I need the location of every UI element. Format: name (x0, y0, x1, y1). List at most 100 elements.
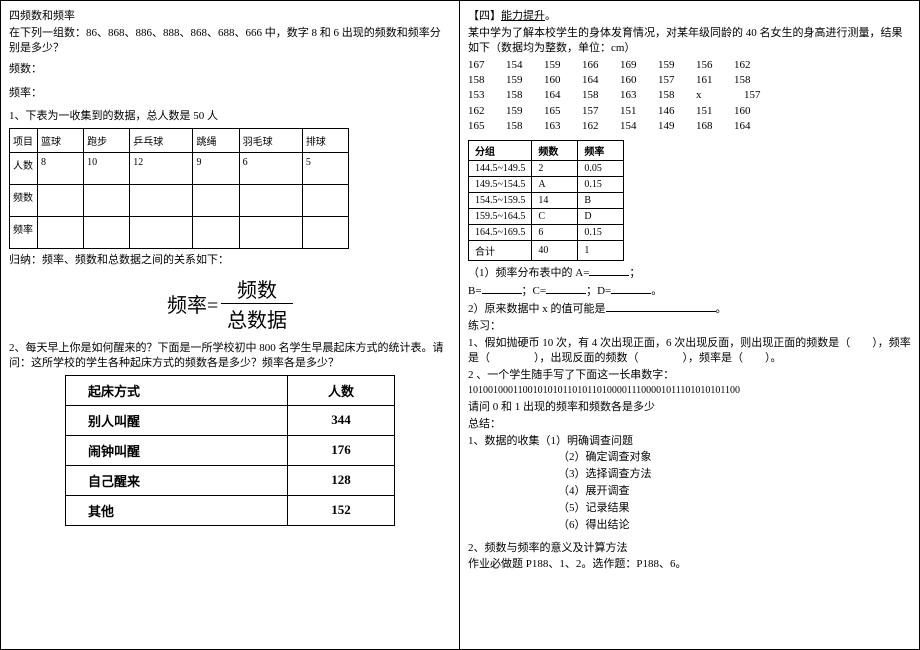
right-column: 【四】能力提升。 某中学为了解本校学生的身体发育情况，对某年级同龄的 40 名女… (460, 1, 919, 649)
wakeup-table: 起床方式 人数 别人叫醒344 闹钟叫醒176 自己醒来128 其他152 (65, 375, 395, 526)
cell (130, 185, 193, 217)
cell: 人数 (288, 375, 395, 405)
data-row: 158159160164160157161158 (468, 73, 911, 88)
sports-table: 项目 篮球 跑步 乒乓球 跳绳 羽毛球 排球 人数 8 10 12 9 6 5 … (9, 128, 349, 249)
section-title: 【四】能力提升。 (468, 9, 911, 24)
cell: 6 (532, 225, 578, 241)
cell (130, 217, 193, 249)
text: 2）原来数据中 x 的值可能是 (468, 303, 606, 315)
blank (546, 283, 586, 294)
cell: 164.5~169.5 (469, 225, 532, 241)
homework: 作业必做题 P188、1、2。选作题：P188、6。 (468, 557, 911, 572)
data-row: 165158163162154149168164 (468, 119, 911, 134)
list-item: （6）得出结论 (468, 518, 911, 533)
cell: 14 (532, 193, 578, 209)
intro-text: 某中学为了解本校学生的身体发育情况，对某年级同龄的 40 名女生的身高进行测量，… (468, 26, 911, 56)
page: 四频数和频率 在下列一组数：86、868、886、888、868、688、666… (0, 0, 920, 650)
cell (38, 185, 84, 217)
cell: 8 (38, 153, 84, 185)
text: ；D= (586, 285, 611, 297)
cell (302, 185, 348, 217)
cell: 1 (578, 241, 624, 261)
cell: 乒乓球 (130, 129, 193, 153)
cell: 12 (130, 153, 193, 185)
text: ； (629, 267, 640, 279)
text: ；C= (522, 285, 547, 297)
label-freq-rate: 频率： (9, 86, 451, 101)
cell: 其他 (66, 495, 288, 525)
cell: 人数 (10, 153, 38, 185)
formula-den: 总数据 (221, 304, 293, 333)
list-item: （2）确定调查对象 (468, 450, 911, 465)
cell (193, 217, 239, 249)
practice-2: 2 、一个学生随手写了下面这一长串数字： (468, 368, 911, 383)
text: （1）频率分布表中的 A= (468, 267, 589, 279)
cell: 闹钟叫醒 (66, 435, 288, 465)
practice-1: 1、假如抛硬币 10 次，有 4 次出现正面，6 次出现反面，则出现正面的频数是… (468, 336, 911, 366)
cell (38, 217, 84, 249)
blank (606, 301, 716, 312)
text: 。 (716, 303, 727, 315)
practice-2q: 请问 0 和 1 出现的频率和频数各是多少 (468, 400, 911, 415)
cell: A (532, 177, 578, 193)
text: 。 (651, 285, 662, 297)
cell (302, 217, 348, 249)
cell: 154.5~159.5 (469, 193, 532, 209)
cell: 0.15 (578, 225, 624, 241)
blank (482, 283, 522, 294)
cell: C (532, 209, 578, 225)
cell: 128 (288, 465, 395, 495)
summary-1: 1、数据的收集（1）明确调查问题 (468, 434, 911, 449)
cell: 5 (302, 153, 348, 185)
cell: 0.15 (578, 177, 624, 193)
cell: 分组 (469, 141, 532, 161)
cell: 排球 (302, 129, 348, 153)
summary-label: 总结： (468, 417, 911, 432)
cell: B (578, 193, 624, 209)
label-freq-count: 频数： (9, 62, 451, 77)
cell: 跳绳 (193, 129, 239, 153)
cell: 频数 (532, 141, 578, 161)
freq-table: 分组频数频率 144.5~149.520.05 149.5~154.5A0.15… (468, 140, 624, 261)
question-digits: 在下列一组数：86、868、886、888、868、688、666 中，数字 8… (9, 26, 451, 56)
cell: 羽毛球 (239, 129, 302, 153)
cell: 自己醒来 (66, 465, 288, 495)
cell (84, 185, 130, 217)
cell: 149.5~154.5 (469, 177, 532, 193)
cell: 176 (288, 435, 395, 465)
q-line3: 2）原来数据中 x 的值可能是 。 (468, 301, 911, 317)
cell: D (578, 209, 624, 225)
cell: 跑步 (84, 129, 130, 153)
cell: 152 (288, 495, 395, 525)
cell: 159.5~164.5 (469, 209, 532, 225)
blank (589, 265, 629, 276)
data-row: 162159165157151146151160 (468, 104, 911, 119)
cell (239, 217, 302, 249)
list-item: （4）展开调查 (468, 484, 911, 499)
formula: 频率= 频数 总数据 (9, 274, 451, 333)
summary-text: 归纳：频率、频数和总数据之间的关系如下： (9, 253, 451, 268)
cell: 344 (288, 405, 395, 435)
cell: 0.05 (578, 161, 624, 177)
cell (84, 217, 130, 249)
blank (611, 283, 651, 294)
formula-fraction: 频数 总数据 (221, 274, 293, 333)
formula-lhs: 频率= (167, 295, 218, 317)
q2-intro: 2、每天早上你是如何醒来的？下面是一所学校初中 800 名学生早晨起床方式的统计… (9, 341, 451, 371)
cell (193, 185, 239, 217)
cell: 起床方式 (66, 375, 288, 405)
text: B= (468, 285, 482, 297)
list-item: （5）记录结果 (468, 501, 911, 516)
cell: 频数 (10, 185, 38, 217)
period: 。 (545, 10, 556, 22)
cell: 9 (193, 153, 239, 185)
q-line1: （1）频率分布表中的 A= ； (468, 265, 911, 281)
heading: 四频数和频率 (9, 9, 451, 24)
data-row: 167154159166169159156162 (468, 58, 911, 73)
cell: 频率 (10, 217, 38, 249)
summary-2: 2、频数与频率的意义及计算方法 (468, 541, 911, 556)
cell: 项目 (10, 129, 38, 153)
bracket: 【四】 (468, 10, 501, 22)
cell: 合计 (469, 241, 532, 261)
list-item: （3）选择调查方法 (468, 467, 911, 482)
